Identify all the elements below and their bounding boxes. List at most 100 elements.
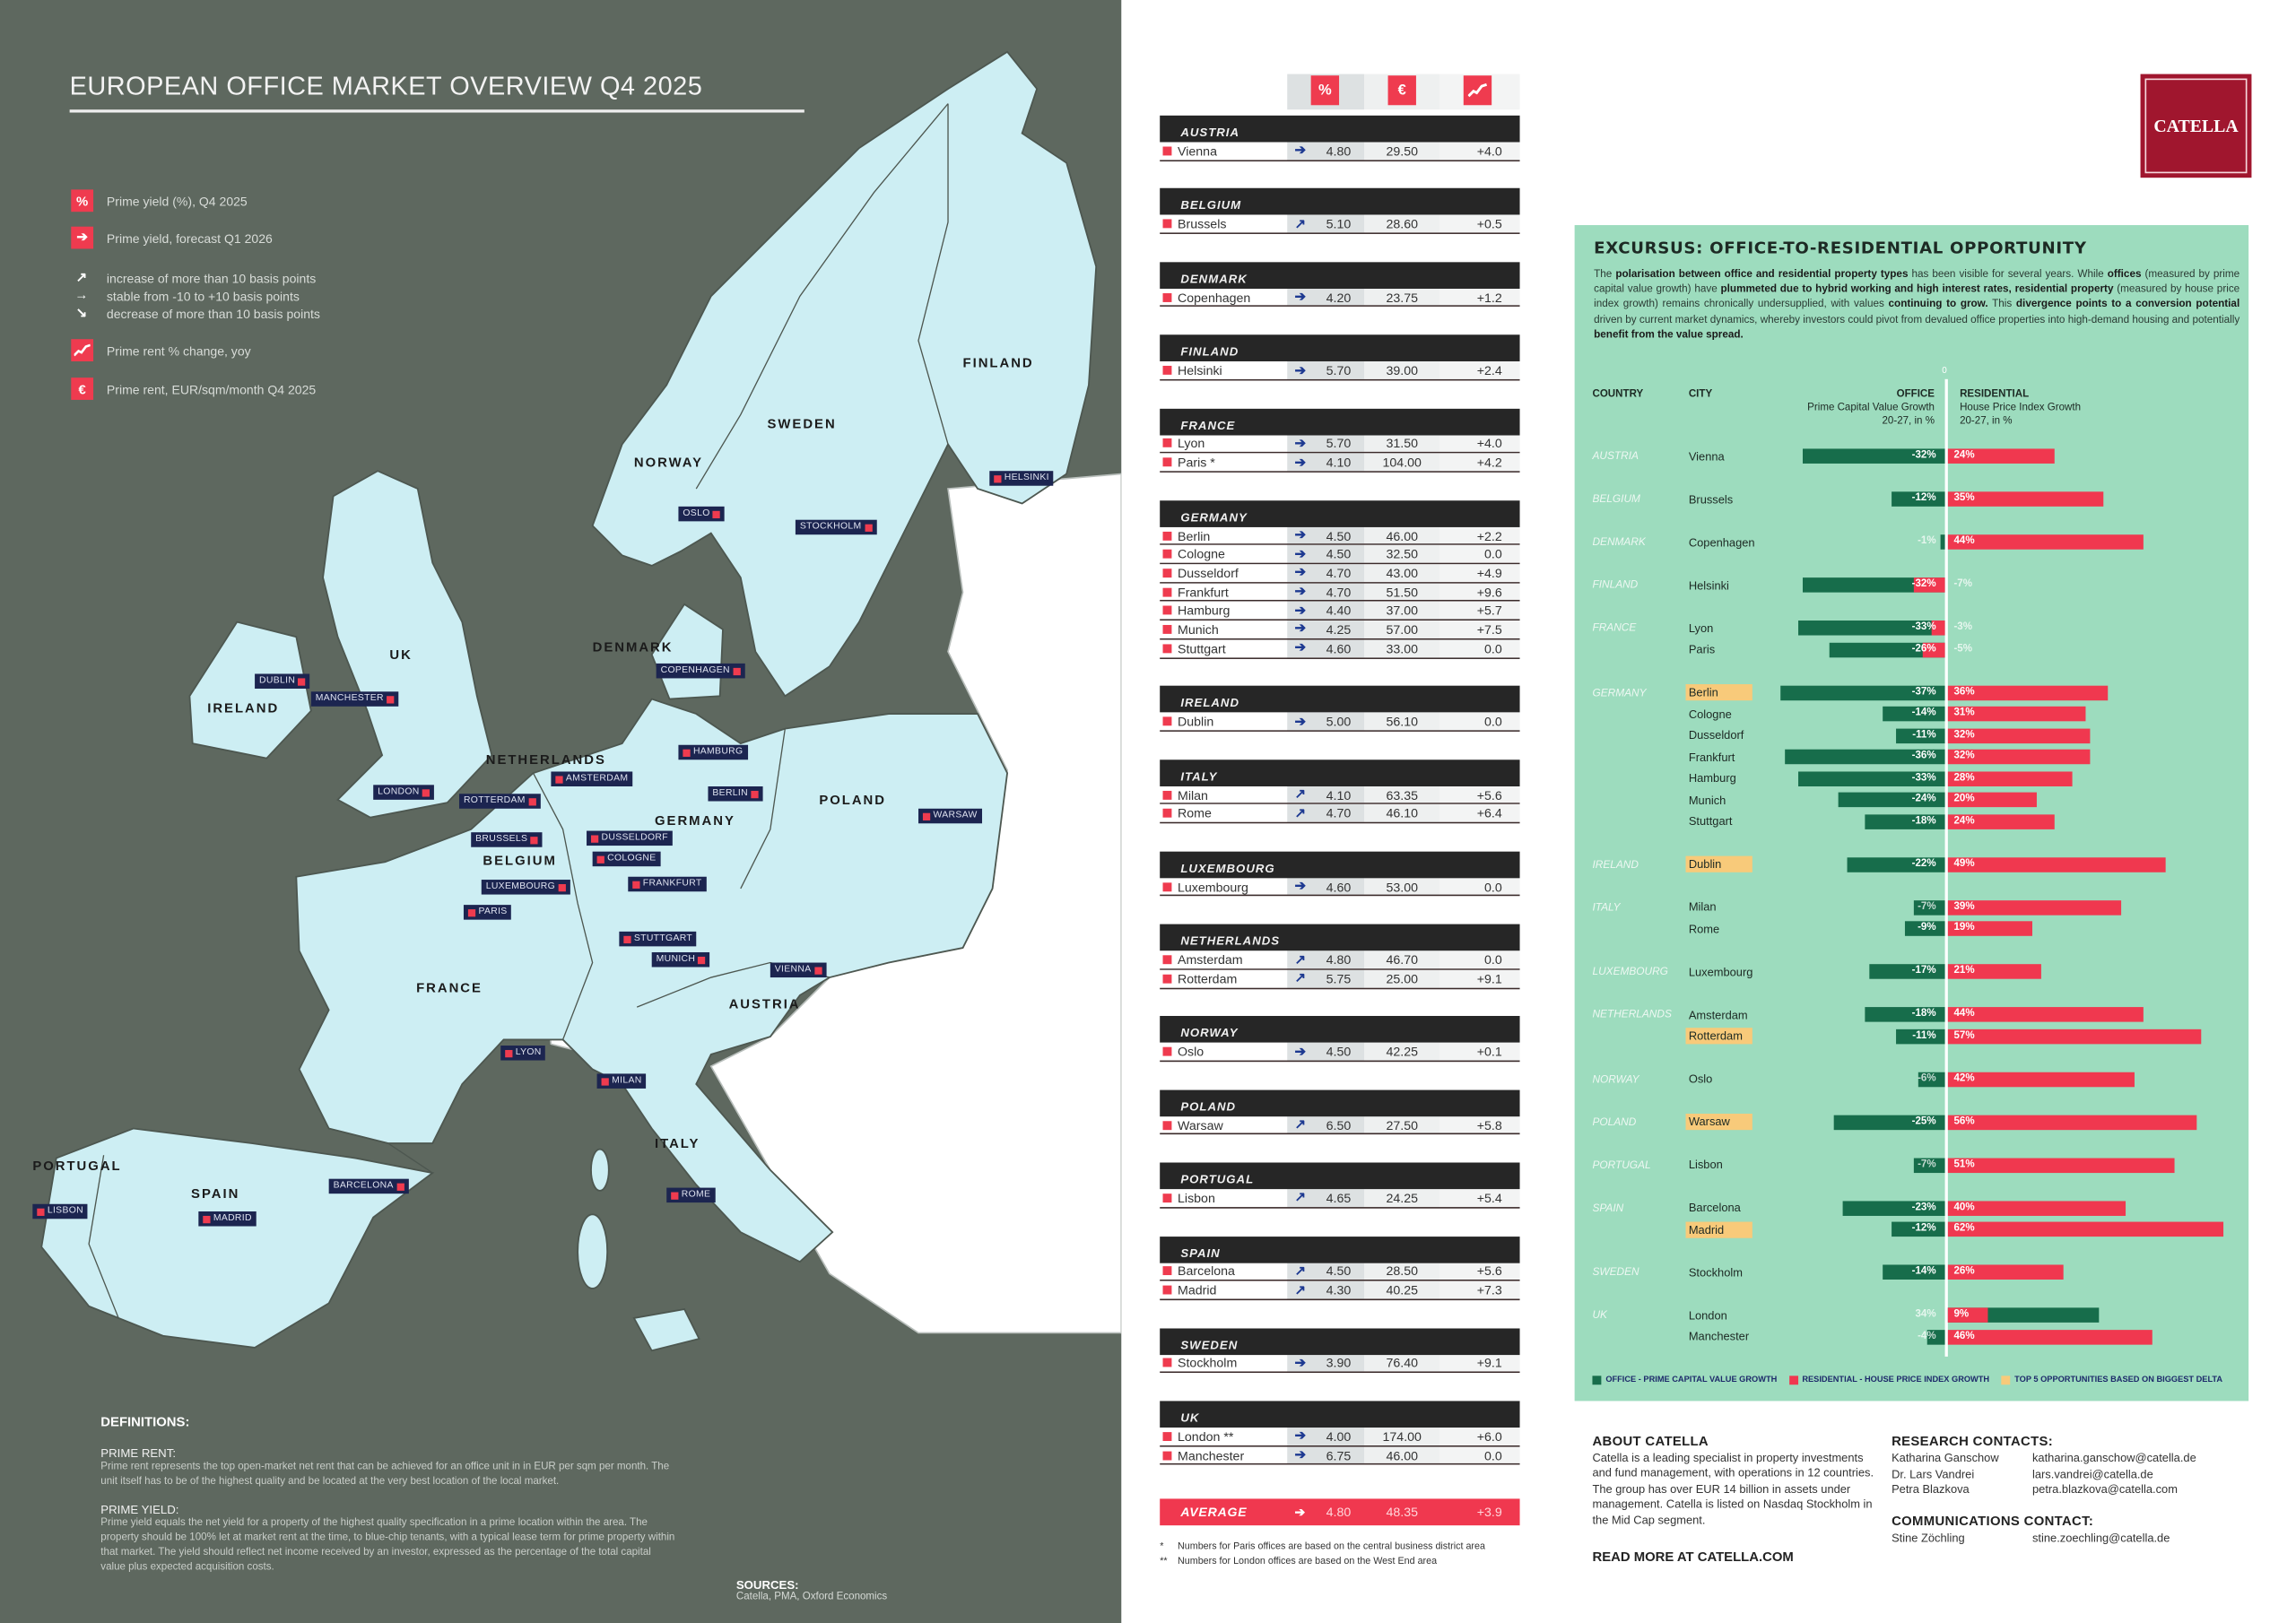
yield-cell: ↗ 4.30 <box>1287 1280 1365 1299</box>
table-row[interactable]: Stuttgart ➔ 4.60 33.00 0.0 <box>1160 639 1520 659</box>
table-row[interactable]: Manchester ➔ 6.75 46.00 0.0 <box>1160 1446 1520 1466</box>
city-cell: Stuttgart <box>1160 639 1288 657</box>
footnote-mark: ** <box>1160 1556 1168 1567</box>
read-more-link[interactable]: READ MORE AT CATELLA.COM <box>1592 1549 1794 1565</box>
city-name: Rome <box>1178 805 1212 821</box>
city-tag[interactable]: WARSAW <box>918 808 982 824</box>
average-label: AVERAGE <box>1180 1505 1248 1520</box>
office-value-label: -9% <box>1918 922 1936 933</box>
arrow-right-icon: ➔ <box>1294 289 1306 304</box>
city-tag[interactable]: MANCHESTER <box>310 691 399 707</box>
city-tag-label: VIENNA <box>774 964 812 975</box>
yield-cell: ↗ 4.70 <box>1287 804 1365 822</box>
city-tag[interactable]: LUXEMBOURG <box>481 880 570 895</box>
table-row[interactable]: Lisbon ↗ 4.65 24.25 +5.4 <box>1160 1189 1520 1209</box>
city-name: Luxembourg <box>1178 879 1248 894</box>
city-tag[interactable]: STUTTGART <box>619 931 698 947</box>
prime-yield: 4.50 <box>1326 1263 1352 1279</box>
table-row[interactable]: Vienna ➔ 4.80 29.50 +4.0 <box>1160 142 1520 161</box>
table-row[interactable]: Barcelona ↗ 4.50 28.50 +5.6 <box>1160 1262 1520 1281</box>
city-tag[interactable]: VIENNA <box>770 962 827 978</box>
city-tag[interactable]: MUNICH <box>651 951 710 968</box>
city-tag[interactable]: AMSTERDAM <box>551 771 633 786</box>
legend-increase: increase of more than 10 basis points <box>106 271 317 286</box>
city-tag[interactable]: COLOGNE <box>592 851 661 867</box>
city-marker-icon <box>922 812 931 820</box>
table-row[interactable]: Paris * ➔ 4.10 104.00 +4.2 <box>1160 453 1520 473</box>
body-text: driven by current market dynamics, where… <box>1594 313 2240 325</box>
city-tag-label: MILAN <box>612 1075 642 1086</box>
table-row[interactable]: Brussels ↗ 5.10 28.60 +0.5 <box>1160 215 1520 235</box>
rent-change: +5.8 <box>1439 1115 1520 1134</box>
residential-subtitle: House Price Index Growth <box>1960 403 2082 413</box>
city-tag[interactable]: HAMBURG <box>678 744 748 760</box>
city-tag[interactable]: MILAN <box>596 1073 647 1089</box>
table-row[interactable]: Copenhagen ➔ 4.20 23.75 +1.2 <box>1160 288 1520 308</box>
table-row[interactable]: Hamburg ➔ 4.40 37.00 +5.7 <box>1160 602 1520 621</box>
city-tag[interactable]: DUBLIN <box>255 673 310 689</box>
yield-cell: ➔ 5.70 <box>1287 361 1365 379</box>
table-row[interactable]: Oslo ➔ 4.50 42.25 +0.1 <box>1160 1043 1520 1063</box>
city-tag[interactable]: LONDON <box>373 785 435 800</box>
prime-yield: 4.60 <box>1326 640 1352 656</box>
residential-value-label: 28% <box>1953 772 1975 783</box>
ireland-shape <box>188 621 312 759</box>
table-row[interactable]: Stockholm ➔ 3.90 76.40 +9.1 <box>1160 1354 1520 1374</box>
city-tag[interactable]: PARIS <box>463 905 512 920</box>
country-group: FRANCE Lyon ➔ 5.70 31.50 +4.0 Paris * ➔ 4.10 104.… <box>1160 408 1520 473</box>
city-tag[interactable]: DUSSELDORF <box>587 830 673 846</box>
table-row[interactable]: Warsaw ↗ 6.50 27.50 +5.8 <box>1160 1115 1520 1135</box>
yield-cell: ↗ 5.75 <box>1287 969 1365 987</box>
table-row[interactable]: Dublin ➔ 5.00 56.10 0.0 <box>1160 712 1520 732</box>
prime-yield: 6.75 <box>1326 1447 1352 1463</box>
contact-email[interactable]: stine.zoechling@catella.de <box>2031 1531 2170 1545</box>
city-tag[interactable]: FRANKFURT <box>628 876 707 892</box>
city-tag[interactable]: BERLIN <box>708 785 763 802</box>
arrow-right-icon: ➔ <box>1294 1355 1306 1370</box>
city-tag[interactable]: BRUSSELS <box>471 832 543 847</box>
table-row[interactable]: Lyon ➔ 5.70 31.50 +4.0 <box>1160 434 1520 454</box>
residential-bar <box>1947 1007 2144 1022</box>
chart-city-label: Madrid <box>1685 1220 1752 1237</box>
office-subtitle: Prime Capital Value Growth <box>1807 403 1935 413</box>
table-row[interactable]: Helsinki ➔ 5.70 39.00 +2.4 <box>1160 361 1520 381</box>
table-row[interactable]: Rotterdam ↗ 5.75 25.00 +9.1 <box>1160 969 1520 989</box>
prime-rent: 174.00 <box>1364 1428 1440 1445</box>
city-cell: Lyon <box>1160 434 1288 453</box>
city-name: Stockholm <box>1178 1355 1238 1371</box>
city-marker-icon <box>733 667 741 675</box>
table-row[interactable]: London ** ➔ 4.00 174.00 +6.0 <box>1160 1428 1520 1447</box>
city-tag[interactable]: MADRID <box>198 1211 257 1227</box>
contact-email[interactable]: lars.vandrei@catella.de <box>2031 1467 2153 1480</box>
prime-rent: 32.50 <box>1364 545 1440 563</box>
residential-value-label: 24% <box>1953 450 1975 461</box>
table-row[interactable]: Milan ↗ 4.10 63.35 +5.6 <box>1160 785 1520 805</box>
country-header: LUXEMBOURG <box>1160 851 1520 879</box>
legend-swatch <box>2001 1376 2011 1385</box>
table-row[interactable]: Frankfurt ➔ 4.70 51.50 +9.6 <box>1160 583 1520 603</box>
table-row[interactable]: Luxembourg ➔ 4.60 53.00 0.0 <box>1160 878 1520 898</box>
table-row[interactable]: Amsterdam ↗ 4.80 46.70 0.0 <box>1160 950 1520 970</box>
city-tag[interactable]: LISBON <box>32 1203 88 1219</box>
table-row[interactable]: Madrid ↗ 4.30 40.25 +7.3 <box>1160 1280 1520 1300</box>
city-tag[interactable]: BARCELONA <box>328 1178 409 1194</box>
residential-bar <box>1947 921 2032 936</box>
city-tag[interactable]: COPENHAGEN <box>656 663 745 679</box>
country-header: SWEDEN <box>1160 1327 1520 1355</box>
contact-email[interactable]: katharina.ganschow@catella.de <box>2031 1451 2196 1465</box>
table-row[interactable]: Munich ➔ 4.25 57.00 +7.5 <box>1160 621 1520 640</box>
city-tag[interactable]: ROTTERDAM <box>458 794 541 809</box>
residential-bar <box>1947 964 2041 979</box>
city-tag[interactable]: ROME <box>666 1187 716 1203</box>
table-row[interactable]: Dusseldorf ➔ 4.70 43.00 +4.9 <box>1160 564 1520 584</box>
city-tag[interactable]: STOCKHOLM <box>795 519 877 535</box>
city-tag[interactable]: OSLO <box>678 506 726 522</box>
contact-email[interactable]: petra.blazkova@catella.com <box>2031 1482 2178 1497</box>
chart-city-label: Warsaw <box>1685 1114 1752 1131</box>
table-row[interactable]: Cologne ➔ 4.50 32.50 0.0 <box>1160 545 1520 565</box>
city-tag[interactable]: HELSINKI <box>989 471 1054 486</box>
residential-value-label: 46% <box>1953 1330 1975 1341</box>
table-row[interactable]: Berlin ➔ 4.50 46.00 +2.2 <box>1160 526 1520 546</box>
city-tag[interactable]: LYON <box>500 1046 546 1061</box>
table-row[interactable]: Rome ↗ 4.70 46.10 +6.4 <box>1160 804 1520 824</box>
